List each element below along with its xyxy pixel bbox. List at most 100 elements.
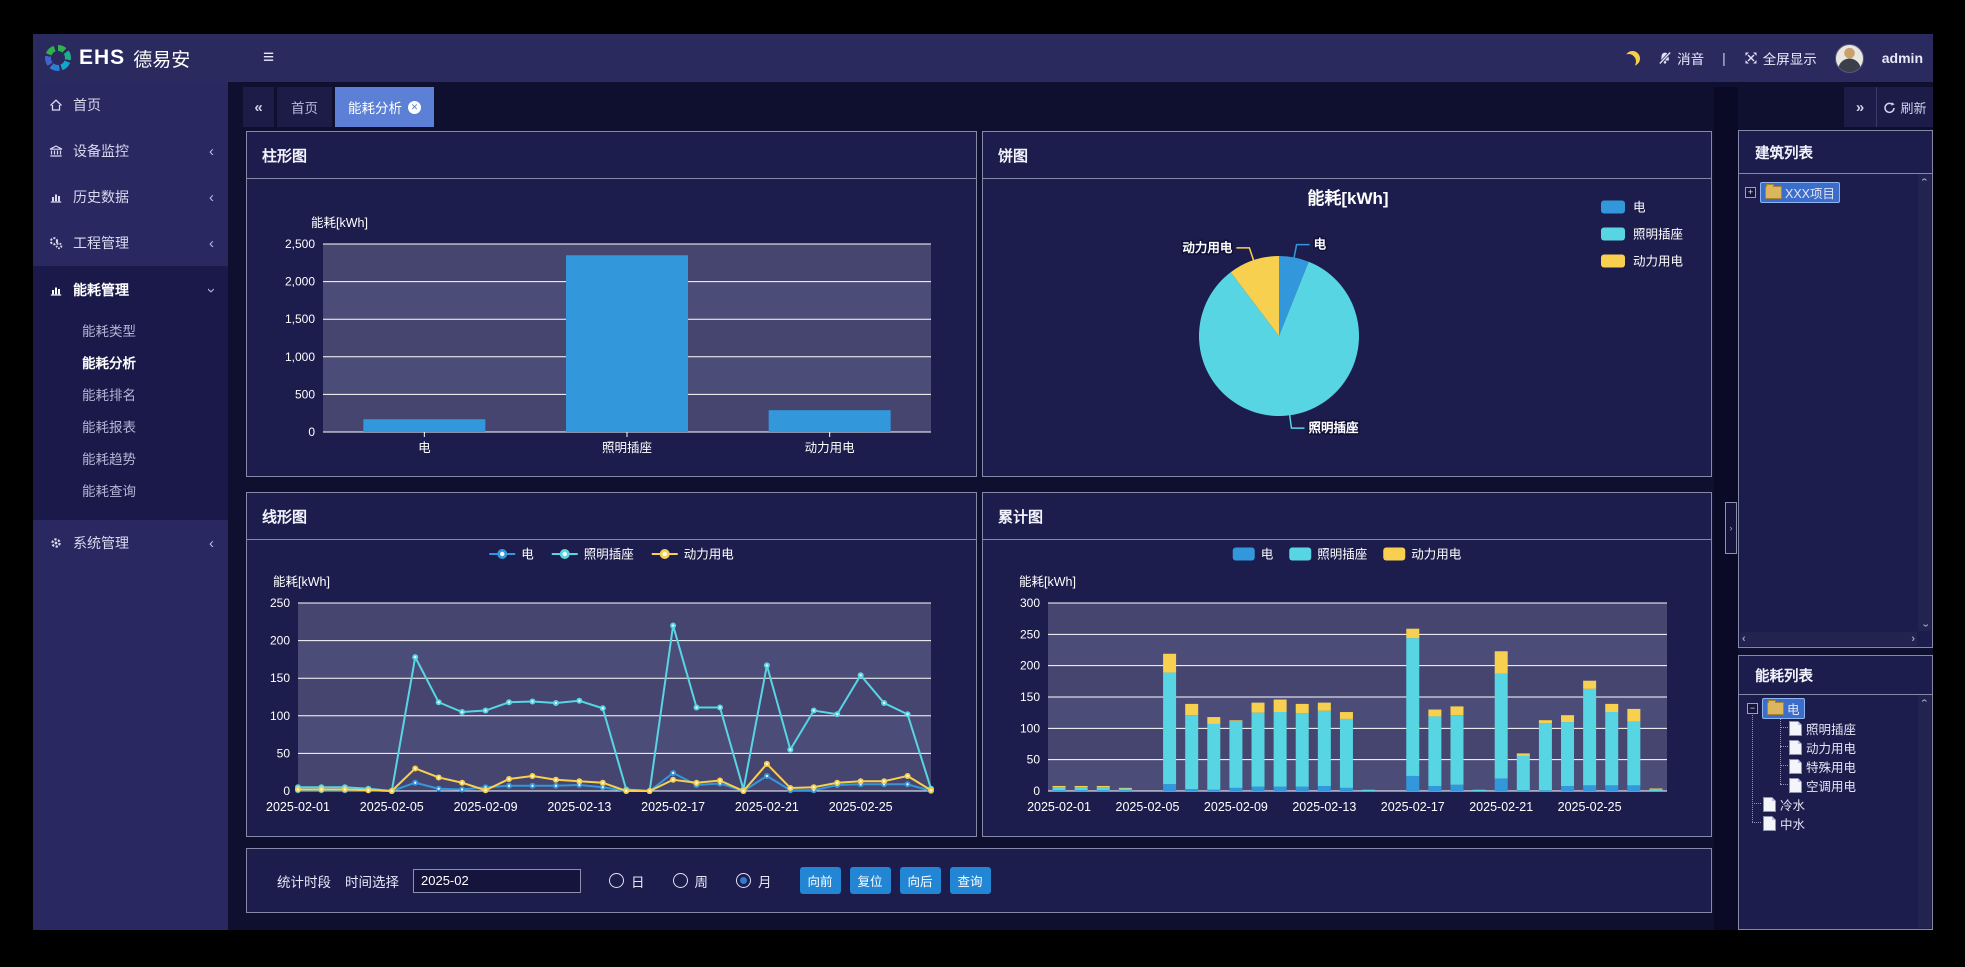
tree-line — [1780, 727, 1788, 728]
tree-expand-icon[interactable]: + — [1745, 186, 1756, 198]
energy-tree: − 电 照明插座 动力用电 特殊用电 空调用电 — [1739, 694, 1918, 929]
bar-chart-icon — [50, 287, 62, 296]
svg-text:250: 250 — [1020, 627, 1040, 641]
topbar-actions: 消音 | 全屏显示 admin — [1625, 34, 1923, 82]
energy-child-lighting[interactable]: 照明插座 — [1806, 722, 1857, 737]
refresh-icon — [1884, 101, 1896, 113]
sidebar-subitem-energy-trend[interactable]: 能耗趋势 — [82, 452, 136, 467]
scroll-left-icon[interactable]: ‹ — [1742, 632, 1746, 645]
bar-chart: 2,500 2,000 1,500 1,000 500 0 能耗[kWh] 电 照明插座 动力用电 — [247, 178, 976, 476]
energy-root-node[interactable]: 电 — [1762, 697, 1805, 719]
building-root-node[interactable]: XXX项目 — [1760, 181, 1841, 203]
theme-moon-icon[interactable] — [1625, 51, 1640, 66]
svg-text:2025-02-05: 2025-02-05 — [1116, 800, 1180, 814]
time-select-input[interactable] — [413, 868, 581, 893]
energy-node-reclaimed-water[interactable]: 中水 — [1780, 817, 1806, 832]
reset-button[interactable]: 复位 — [849, 867, 891, 894]
sidebar-item-system-mgmt[interactable]: 系统管理 ‹ — [33, 520, 228, 566]
sidebar-subitem-energy-type[interactable]: 能耗类型 — [82, 324, 136, 339]
tabbar-right: » 刷新 — [1844, 87, 1933, 127]
radio-month[interactable] — [736, 873, 751, 888]
svg-text:照明插座: 照明插座 — [1633, 227, 1683, 242]
svg-text:照明插座: 照明插座 — [584, 547, 634, 562]
tabs-forward-icon[interactable]: » — [1844, 87, 1877, 127]
refresh-button[interactable]: 刷新 — [1877, 87, 1933, 127]
close-icon[interactable]: ✕ — [408, 100, 421, 114]
gears-icon — [49, 237, 63, 250]
mute-button[interactable]: 消音 — [1658, 48, 1704, 68]
energy-child-hvac[interactable]: 空调用电 — [1806, 779, 1857, 794]
tabs-collapse-icon[interactable]: « — [243, 87, 275, 127]
sidebar-subitem-energy-query[interactable]: 能耗查询 — [82, 484, 136, 499]
svg-text:照明插座: 照明插座 — [602, 440, 652, 455]
sidebar-subitem-energy-analysis[interactable]: 能耗分析 — [82, 356, 136, 371]
scroll-right-icon[interactable]: › — [1911, 632, 1915, 645]
scroll-up-icon[interactable]: › — [1917, 698, 1930, 703]
file-icon — [1763, 815, 1776, 831]
time-picker-label: 时间选择 — [345, 874, 399, 890]
splitter-handle[interactable]: › — [1725, 502, 1737, 554]
scroll-down-icon[interactable]: › — [1918, 623, 1931, 628]
gear-icon — [51, 538, 61, 548]
sidebar-item-energy-mgmt[interactable]: 能耗管理 › — [33, 266, 228, 314]
sidebar-item-home[interactable]: 首页 — [33, 82, 228, 128]
radio-day[interactable] — [609, 873, 624, 888]
energy-vertical-scrollbar[interactable]: › — [1918, 695, 1931, 928]
svg-text:100: 100 — [1020, 721, 1040, 735]
scroll-up-icon[interactable]: › — [1917, 177, 1930, 182]
brand: EHS 德易安 — [33, 34, 228, 82]
svg-text:2025-02-13: 2025-02-13 — [1292, 800, 1356, 814]
svg-text:能耗[kWh]: 能耗[kWh] — [1307, 188, 1388, 208]
user-avatar[interactable] — [1834, 43, 1864, 73]
sidebar-item-device-monitor[interactable]: 设备监控 ‹ — [33, 128, 228, 174]
sidebar-item-label: 系统管理 — [73, 535, 129, 551]
sidebar-subitem-energy-report[interactable]: 能耗报表 — [82, 420, 136, 435]
sidebar-item-project-mgmt[interactable]: 工程管理 ‹ — [33, 220, 228, 266]
svg-text:能耗[kWh]: 能耗[kWh] — [273, 575, 330, 589]
radio-month-group: 月 — [736, 871, 772, 891]
tab-bar: « 首页 能耗分析 ✕ » 刷新 — [228, 87, 1933, 127]
svg-text:300: 300 — [1020, 596, 1040, 610]
svg-text:照明插座: 照明插座 — [1308, 420, 1359, 435]
tab-home[interactable]: 首页 — [277, 87, 332, 127]
query-button[interactable]: 查询 — [949, 867, 991, 894]
bar-chart-icon — [50, 194, 62, 203]
svg-text:动力用电: 动力用电 — [1411, 548, 1462, 562]
energy-child-special[interactable]: 特殊用电 — [1806, 760, 1857, 775]
sidebar-item-label: 历史数据 — [73, 189, 129, 205]
next-button[interactable]: 向后 — [899, 867, 941, 894]
svg-text:50: 50 — [1027, 753, 1041, 767]
svg-text:200: 200 — [270, 634, 290, 648]
svg-text:能耗[kWh]: 能耗[kWh] — [311, 216, 368, 230]
radio-week-label: 周 — [694, 874, 709, 890]
svg-text:动力用电: 动力用电 — [1182, 240, 1233, 255]
tree-collapse-icon[interactable]: − — [1747, 702, 1758, 714]
svg-text:1,000: 1,000 — [285, 350, 315, 364]
sidebar-item-label: 能耗管理 — [73, 282, 129, 298]
energy-child-power[interactable]: 动力用电 — [1806, 741, 1857, 756]
svg-text:2025-02-01: 2025-02-01 — [1027, 800, 1091, 814]
energy-node-cold-water[interactable]: 冷水 — [1780, 798, 1806, 813]
svg-text:2,500: 2,500 — [285, 237, 315, 251]
svg-text:电: 电 — [521, 548, 534, 562]
svg-text:照明插座: 照明插座 — [1317, 547, 1367, 562]
sidebar-item-history-data[interactable]: 历史数据 ‹ — [33, 174, 228, 220]
tab-energy-analysis[interactable]: 能耗分析 ✕ — [335, 87, 434, 127]
time-control-row: 统计时段 时间选择 日 周 月 向前 复位 向后 查询 — [247, 849, 1711, 912]
fullscreen-button[interactable]: 全屏显示 — [1744, 48, 1817, 68]
section-label: 统计时段 — [277, 874, 331, 890]
control-buttons: 向前 复位 向后 查询 — [799, 867, 991, 894]
panel-title: 线形图 — [247, 493, 976, 540]
radio-week-group: 周 — [672, 871, 709, 891]
prev-button[interactable]: 向前 — [799, 867, 841, 894]
sidebar-expanded-section: 能耗管理 › 能耗类型 能耗分析 能耗排名 能耗报表 能耗趋势 能耗查询 — [33, 266, 228, 520]
svg-text:2025-02-25: 2025-02-25 — [1558, 800, 1622, 814]
chevron-collapsed-icon: ‹ — [209, 188, 214, 206]
svg-text:2025-02-21: 2025-02-21 — [1469, 800, 1533, 814]
sidebar-toggle-icon[interactable]: ≡ — [263, 47, 275, 68]
building-vertical-scrollbar[interactable]: › › — [1918, 174, 1931, 631]
radio-week[interactable] — [672, 873, 688, 888]
sidebar-subitem-energy-ranking[interactable]: 能耗排名 — [82, 388, 136, 403]
building-horizontal-scrollbar[interactable]: ‹ › — [1740, 632, 1917, 646]
brand-name-en: EHS — [79, 46, 126, 69]
